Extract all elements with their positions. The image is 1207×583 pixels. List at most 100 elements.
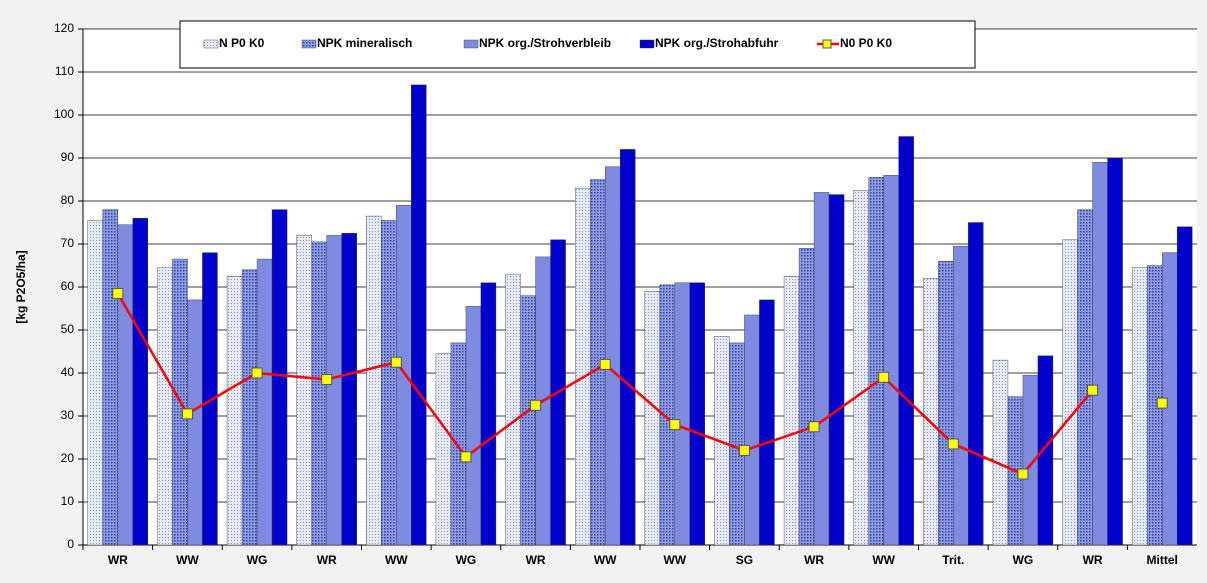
bar [102,209,119,546]
bar [520,295,536,546]
marker [181,408,193,420]
line-segment [186,371,258,415]
line-segment [1021,389,1094,475]
bar [938,261,954,546]
marker [112,287,124,299]
y-tick-label: 10 [61,494,75,508]
line-segment [882,376,955,445]
x-tick-label: WW [872,553,895,567]
legend-label: NPK mineralisch [317,36,412,50]
bar [992,359,1009,546]
bar [132,217,149,546]
bar [505,273,521,546]
bar [1176,226,1193,546]
line-segment [604,363,676,426]
bar [1077,209,1093,546]
marker [321,373,333,385]
x-tick-label: WW [176,553,199,567]
legend-label: NPK org./Strohverbleib [479,36,611,50]
marker [878,371,890,383]
legend-swatch [301,39,317,49]
bar [798,248,815,546]
legend-marker [822,39,832,49]
line-segment [116,292,189,415]
x-tick-label: WG [247,553,268,567]
line-segment [395,361,467,458]
bar [87,220,104,546]
line-segment [674,423,745,452]
marker [390,356,402,368]
legend-label: NPK org./Strohabfuhr [655,36,779,50]
line-segment [256,371,327,381]
bar [296,235,312,546]
bar [968,222,984,546]
legend-swatch [463,39,479,49]
y-tick-label: 20 [61,451,75,465]
bar [187,299,203,546]
y-tick-label: 70 [61,236,75,250]
bar [898,136,914,546]
bar [953,245,969,546]
bar [644,291,661,546]
bar [674,282,691,546]
bar [341,233,357,546]
bar [202,252,218,546]
bar [689,282,706,546]
bar [411,84,427,546]
bar [311,241,327,546]
bar [1092,162,1108,546]
bar [256,258,273,546]
x-tick-label: WW [594,553,617,567]
legend-label: N P0 K0 [219,36,265,50]
marker [599,358,611,370]
bar [729,342,745,546]
bar [435,353,452,546]
bar [1131,267,1148,546]
x-tick-label: WW [385,553,408,567]
marker [738,444,750,456]
bar [450,342,467,546]
x-tick-label: WR [1083,553,1103,567]
x-tick-label: WW [663,553,686,567]
bar [271,209,288,546]
bar [396,205,412,546]
line-segment [465,404,537,458]
bar [868,177,884,546]
bar [813,192,830,546]
bar [157,267,173,546]
bar [1107,157,1123,546]
marker [1017,468,1029,480]
bar [1037,355,1054,546]
bar [381,220,397,546]
y-tick-label: 30 [61,408,75,422]
y-tick-label: 50 [61,322,75,336]
x-tick-label: WR [804,553,824,567]
bar [574,187,591,546]
legend-swatch [203,39,219,49]
legend-swatch [639,39,655,49]
x-tick-label: WG [456,553,477,567]
marker [530,399,542,411]
bar [1062,239,1078,546]
y-axis-label: [kg P2O5/ha] [14,250,28,323]
bar [326,235,342,546]
line-segment [813,376,885,428]
x-tick-label: Trit. [942,553,964,567]
marker [251,367,263,379]
marker [1156,397,1168,409]
bar [828,194,845,546]
marker [808,421,820,433]
y-tick-label: 90 [61,150,75,164]
marker [669,419,681,431]
marker [460,451,472,463]
y-tick-label: 80 [61,193,75,207]
line-segment [744,425,815,452]
bar [883,174,899,546]
bar [923,278,939,546]
x-tick-label: SG [736,553,753,567]
bar [480,282,497,546]
bar [241,269,258,546]
line-segment [952,442,1024,476]
bar [117,224,134,546]
